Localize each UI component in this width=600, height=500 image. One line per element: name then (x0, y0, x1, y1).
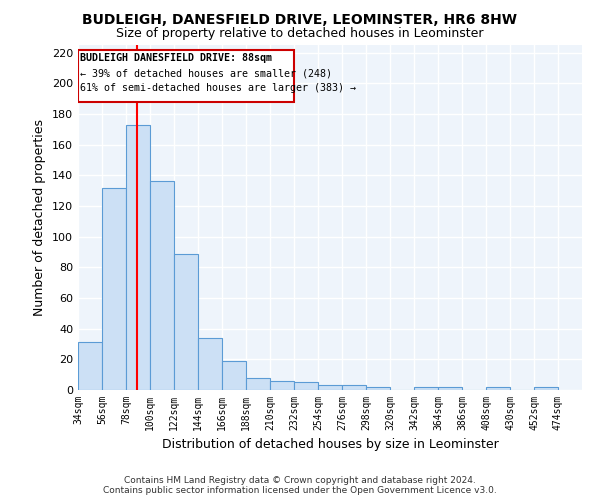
Text: Size of property relative to detached houses in Leominster: Size of property relative to detached ho… (116, 28, 484, 40)
Text: Contains HM Land Registry data © Crown copyright and database right 2024.
Contai: Contains HM Land Registry data © Crown c… (103, 476, 497, 495)
Bar (414, 387, 438, 390)
Text: BUDLEIGH DANESFIELD DRIVE: 88sqm: BUDLEIGH DANESFIELD DRIVE: 88sqm (80, 52, 272, 62)
Text: ← 39% of detached houses are smaller (248): ← 39% of detached houses are smaller (24… (80, 68, 332, 78)
Bar (78, 50, 294, 102)
Bar (486, 387, 510, 390)
Text: 61% of semi-detached houses are larger (383) →: 61% of semi-detached houses are larger (… (80, 84, 356, 94)
Bar (174, 254, 198, 390)
Bar (102, 188, 126, 390)
Bar (222, 361, 246, 390)
Bar (366, 387, 390, 390)
Bar (246, 378, 270, 390)
Bar (438, 387, 462, 390)
Bar (198, 338, 222, 390)
Bar (126, 124, 150, 390)
Bar (534, 387, 558, 390)
Text: BUDLEIGH, DANESFIELD DRIVE, LEOMINSTER, HR6 8HW: BUDLEIGH, DANESFIELD DRIVE, LEOMINSTER, … (83, 12, 517, 26)
Bar (150, 182, 174, 390)
X-axis label: Distribution of detached houses by size in Leominster: Distribution of detached houses by size … (161, 438, 499, 452)
Bar (294, 382, 318, 390)
Y-axis label: Number of detached properties: Number of detached properties (34, 119, 46, 316)
Bar (78, 342, 102, 390)
Bar (318, 386, 342, 390)
Bar (270, 381, 294, 390)
Bar (342, 386, 366, 390)
